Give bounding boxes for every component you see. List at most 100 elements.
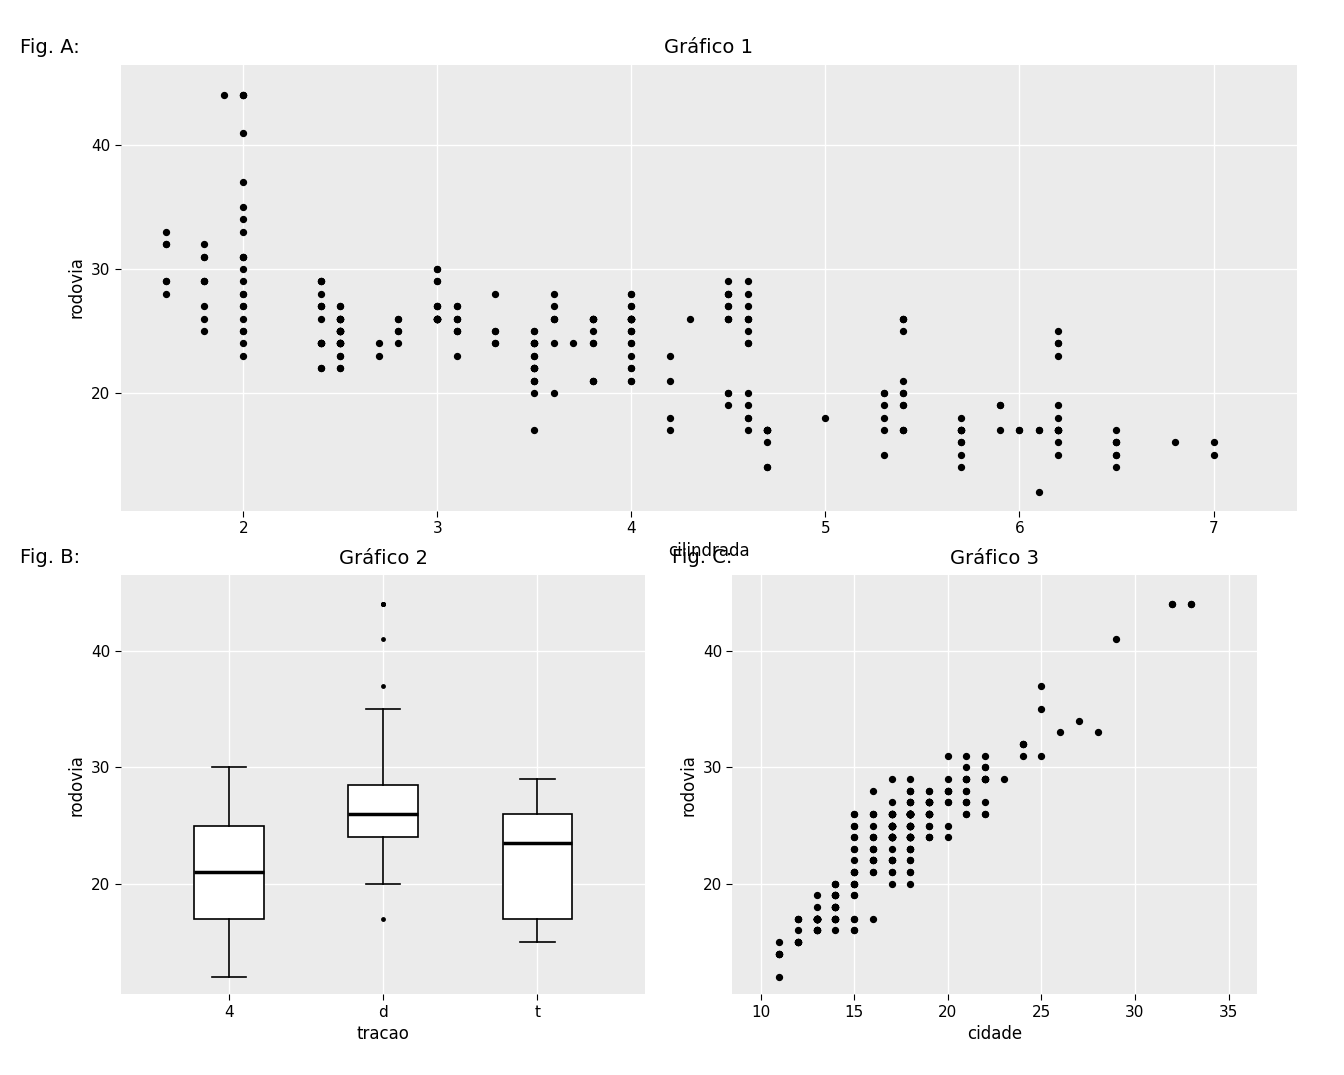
- Point: [899, 805, 921, 822]
- Point: [880, 841, 902, 858]
- Point: [899, 841, 921, 858]
- Point: [899, 782, 921, 799]
- Text: Fig. B:: Fig. B:: [20, 548, 81, 568]
- Point: [233, 310, 254, 327]
- Point: [844, 817, 866, 834]
- Point: [426, 310, 448, 327]
- Point: [329, 347, 351, 364]
- Point: [844, 921, 866, 938]
- Point: [155, 273, 176, 290]
- Point: [937, 829, 958, 846]
- Point: [387, 310, 409, 327]
- Point: [844, 817, 866, 834]
- Point: [621, 310, 642, 327]
- Point: [329, 310, 351, 327]
- Text: Fig. C:: Fig. C:: [672, 548, 732, 568]
- Point: [788, 933, 809, 950]
- Point: [844, 863, 866, 880]
- PathPatch shape: [348, 785, 418, 837]
- Point: [899, 805, 921, 822]
- Point: [880, 829, 902, 846]
- Point: [862, 805, 883, 822]
- Point: [899, 805, 921, 822]
- Point: [937, 793, 958, 811]
- Point: [806, 921, 828, 938]
- Point: [1106, 446, 1128, 463]
- Point: [233, 124, 254, 141]
- Point: [426, 298, 448, 315]
- X-axis label: tracao: tracao: [356, 1026, 410, 1044]
- Point: [718, 310, 739, 327]
- X-axis label: cilindrada: cilindrada: [668, 542, 750, 560]
- Point: [974, 747, 996, 764]
- X-axis label: cidade: cidade: [966, 1026, 1023, 1044]
- Point: [310, 334, 332, 352]
- Point: [426, 310, 448, 327]
- Point: [582, 372, 603, 389]
- Point: [974, 771, 996, 788]
- Point: [155, 224, 176, 241]
- Point: [880, 817, 902, 834]
- Point: [974, 771, 996, 788]
- Point: [937, 793, 958, 811]
- Point: [194, 248, 215, 266]
- Point: [329, 322, 351, 340]
- Point: [1106, 459, 1128, 476]
- Point: [825, 875, 847, 892]
- Point: [621, 322, 642, 340]
- Point: [899, 805, 921, 822]
- Point: [880, 805, 902, 822]
- Point: [233, 347, 254, 364]
- Point: [329, 322, 351, 340]
- Point: [310, 310, 332, 327]
- Point: [621, 322, 642, 340]
- Point: [956, 793, 977, 811]
- Point: [329, 310, 351, 327]
- PathPatch shape: [503, 814, 573, 919]
- Point: [310, 298, 332, 315]
- Point: [862, 911, 883, 928]
- Point: [862, 863, 883, 880]
- Point: [872, 421, 894, 439]
- Point: [524, 384, 546, 401]
- Point: [806, 911, 828, 928]
- Point: [899, 829, 921, 846]
- Point: [880, 805, 902, 822]
- Point: [446, 322, 468, 340]
- Point: [892, 384, 914, 401]
- Point: [956, 793, 977, 811]
- Point: [233, 87, 254, 104]
- Point: [872, 397, 894, 414]
- Point: [582, 372, 603, 389]
- Point: [660, 372, 681, 389]
- Point: [1009, 421, 1031, 439]
- Point: [621, 359, 642, 376]
- Point: [950, 421, 972, 439]
- Point: [543, 285, 564, 302]
- Point: [310, 273, 332, 290]
- Point: [310, 359, 332, 376]
- Point: [950, 434, 972, 451]
- Point: [974, 805, 996, 822]
- Point: [543, 384, 564, 401]
- Point: [844, 887, 866, 904]
- Point: [862, 841, 883, 858]
- Point: [899, 817, 921, 834]
- Point: [524, 322, 546, 340]
- Point: [446, 322, 468, 340]
- Point: [862, 829, 883, 846]
- Point: [872, 410, 894, 427]
- Point: [844, 875, 866, 892]
- Point: [1047, 434, 1068, 451]
- Point: [918, 829, 939, 846]
- Point: [899, 793, 921, 811]
- Point: [1009, 421, 1031, 439]
- Point: [1031, 747, 1052, 764]
- Point: [937, 782, 958, 799]
- Point: [757, 421, 778, 439]
- Point: [757, 421, 778, 439]
- Point: [844, 851, 866, 869]
- Point: [880, 817, 902, 834]
- Point: [485, 334, 507, 352]
- Point: [426, 310, 448, 327]
